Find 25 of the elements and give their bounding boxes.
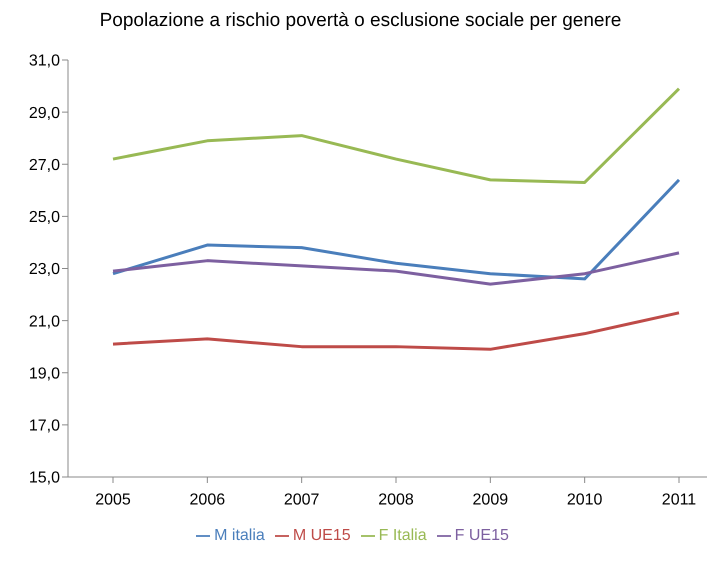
x-tick-label: 2010 [566, 491, 603, 508]
x-tick-label: 2011 [662, 491, 696, 508]
line-series [112, 178, 680, 280]
y-tick-label: 31,0 [28, 52, 60, 70]
x-tick-label: 2005 [95, 491, 131, 508]
x-tick-label: 2008 [378, 491, 414, 508]
legend-label: F UE15 [454, 527, 509, 544]
y-tick-label: 15,0 [28, 470, 60, 487]
legend-label: M italia [214, 527, 265, 544]
y-tick-label: 21,0 [28, 313, 60, 330]
y-tick-label: 29,0 [28, 104, 60, 122]
legend-label: F Italia [378, 527, 427, 544]
y-tick-label: 23,0 [28, 261, 60, 278]
x-tick-label: 2009 [472, 491, 508, 508]
line-series [112, 87, 680, 184]
y-tick-label: 25,0 [28, 209, 60, 226]
legend-label: M UE15 [292, 527, 351, 544]
y-tick-label: 19,0 [28, 365, 60, 382]
y-tick-label: 17,0 [28, 418, 60, 435]
x-tick-label: 2007 [284, 491, 320, 508]
y-tick-label: 27,0 [28, 156, 60, 174]
line-series [112, 251, 680, 286]
x-tick-label: 2006 [190, 491, 226, 508]
line-series [112, 311, 680, 351]
chart-title: Popolazione a rischio povertà o esclusione sociale per genere [98, 10, 622, 32]
